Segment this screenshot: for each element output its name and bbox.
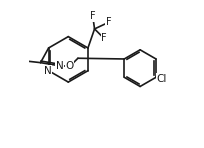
Text: F: F xyxy=(101,33,107,43)
Text: N: N xyxy=(56,61,64,71)
Text: Cl: Cl xyxy=(156,74,166,84)
Text: O: O xyxy=(65,61,74,71)
Text: F: F xyxy=(90,11,96,21)
Text: F: F xyxy=(106,17,111,27)
Text: N: N xyxy=(44,66,52,76)
